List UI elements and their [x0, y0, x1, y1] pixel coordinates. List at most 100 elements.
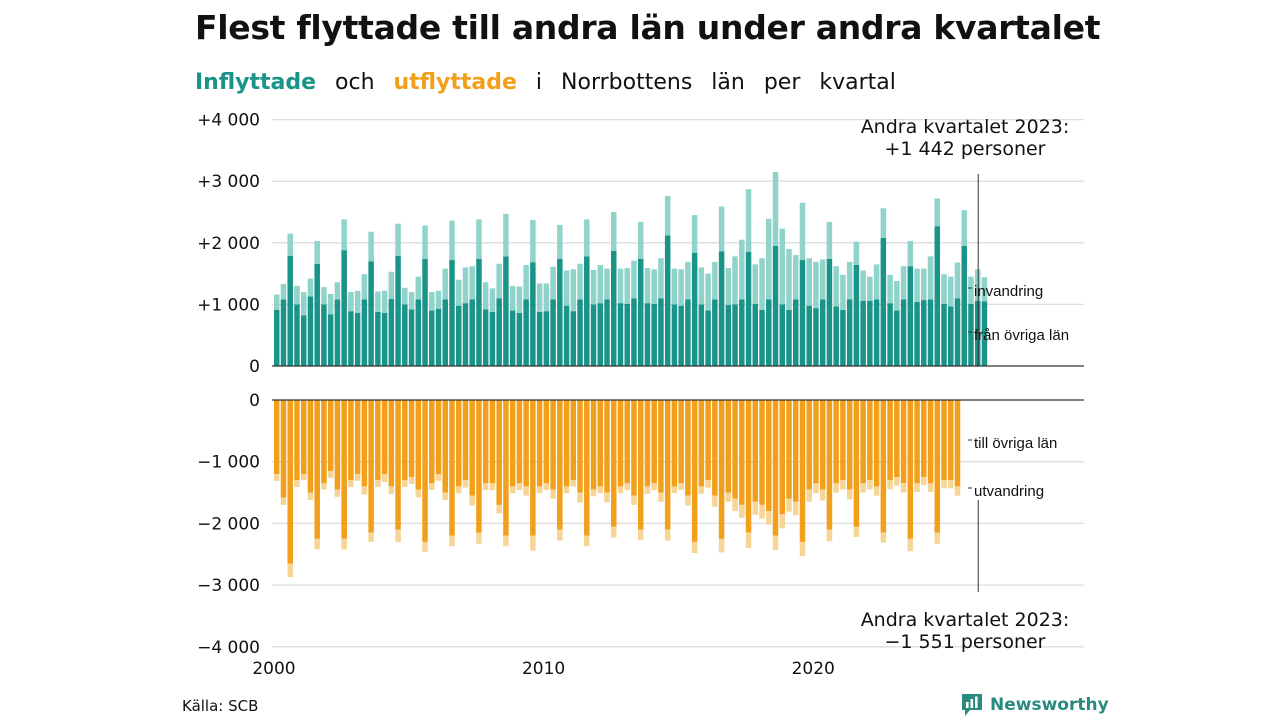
bar-inflow-immigration — [685, 261, 691, 300]
outflow-y-tick-label: −3 000 — [197, 576, 260, 596]
bar-outflow-domestic — [725, 400, 732, 493]
bar-inflow-immigration — [873, 264, 880, 300]
bar-outflow-domestic — [577, 400, 583, 493]
bar-outflow-domestic — [604, 400, 610, 493]
bar-outflow-domestic — [287, 400, 293, 564]
bar-inflow-immigration — [806, 258, 812, 306]
bar-inflow-immigration — [772, 171, 779, 246]
bar-outflow-domestic — [408, 400, 415, 478]
bar-outflow-emigration — [941, 480, 947, 489]
bar-inflow-domestic — [300, 315, 307, 366]
bar-inflow-immigration — [840, 274, 846, 310]
bar-outflow-emigration — [570, 480, 577, 487]
bar-outflow-emigration — [449, 535, 455, 547]
bar-inflow-domestic — [968, 303, 974, 366]
bar-inflow-domestic — [368, 261, 374, 366]
bar-inflow-immigration — [678, 269, 684, 306]
bar-inflow-domestic — [435, 308, 442, 366]
bar-inflow-immigration — [712, 261, 718, 300]
bar-inflow-domestic — [799, 260, 806, 366]
outflow-y-tick-label: −2 000 — [197, 514, 260, 534]
bar-outflow-emigration — [543, 483, 550, 491]
subtitle-and-word: och — [335, 70, 375, 95]
bar-inflow-domestic — [766, 299, 772, 366]
bar-outflow-domestic — [759, 400, 765, 505]
bar-inflow-immigration — [388, 271, 395, 299]
bar-inflow-domestic — [354, 313, 361, 366]
bar-outflow-emigration — [786, 498, 792, 512]
newsworthy-logo-icon — [962, 694, 982, 716]
bar-outflow-emigration — [900, 483, 907, 493]
bar-outflow-domestic — [752, 400, 759, 502]
bar-outflow-emigration — [651, 483, 657, 491]
bar-inflow-immigration — [624, 268, 630, 304]
bar-outflow-domestic — [509, 400, 516, 487]
bar-outflow-emigration — [287, 563, 293, 578]
bar-outflow-domestic — [354, 400, 361, 475]
bar-inflow-domestic — [476, 258, 482, 366]
bar-inflow-domestic — [536, 311, 543, 366]
bar-outflow-emigration — [530, 535, 536, 551]
bar-inflow-domestic — [678, 305, 684, 366]
bar-outflow-emigration — [496, 504, 502, 514]
bar-inflow-immigration — [368, 231, 374, 262]
bar-inflow-immigration — [395, 223, 401, 256]
bar-outflow-emigration — [813, 483, 819, 494]
bar-inflow-immigration — [375, 291, 381, 312]
bar-outflow-emigration — [745, 532, 752, 549]
bar-inflow-immigration — [981, 277, 988, 302]
bar-inflow-immigration — [334, 282, 341, 300]
bar-inflow-domestic — [624, 303, 630, 366]
bar-inflow-immigration — [482, 282, 489, 310]
newsworthy-logo[interactable]: Newsworthy — [960, 692, 1109, 718]
source-note: Källa: SCB — [182, 697, 259, 715]
bar-outflow-domestic — [611, 400, 617, 527]
bar-inflow-domestic — [274, 309, 280, 366]
bar-outflow-domestic — [846, 400, 853, 490]
bar-outflow-domestic — [327, 400, 334, 471]
chart-labels: Andra kvartalet 2023: +1 442 personer An… — [861, 116, 1070, 653]
bar-outflow-emigration — [712, 495, 718, 507]
bar-inflow-immigration — [799, 202, 806, 261]
bar-inflow-immigration — [361, 274, 368, 300]
bar-outflow-emigration — [381, 474, 388, 483]
bar-outflow-emigration — [516, 483, 523, 491]
bar-outflow-domestic — [469, 400, 475, 496]
bar-outflow-emigration — [887, 480, 893, 490]
bar-inflow-domestic — [900, 299, 907, 366]
bar-outflow-domestic — [415, 400, 422, 490]
bar-inflow-immigration — [894, 280, 900, 311]
bar-inflow-domestic — [294, 304, 300, 366]
bar-inflow-domestic — [503, 256, 509, 366]
bar-inflow-immigration — [381, 290, 388, 314]
bar-inflow-domestic — [941, 303, 947, 366]
bar-outflow-domestic — [381, 400, 388, 475]
bar-outflow-emigration — [489, 483, 496, 491]
bar-inflow-domestic — [867, 300, 873, 366]
bar-outflow-emigration — [536, 486, 543, 494]
inflow-y-tick-label: +4 000 — [197, 111, 260, 131]
bar-inflow-immigration — [887, 274, 893, 304]
bar-inflow-immigration — [961, 210, 967, 246]
bar-outflow-domestic — [799, 400, 806, 542]
bar-outflow-domestic — [894, 400, 900, 478]
x-tick-label: 2000 — [252, 659, 295, 679]
bar-outflow-emigration — [402, 480, 408, 487]
bar-inflow-domestic — [611, 250, 617, 366]
bar-outflow-emigration — [307, 492, 314, 500]
bar-inflow-immigration — [880, 208, 887, 238]
bar-outflow-domestic — [482, 400, 489, 484]
label-utvandring: utvandring — [974, 483, 1044, 500]
bar-outflow-domestic — [718, 400, 725, 539]
bar-inflow-domestic — [954, 298, 961, 366]
bar-outflow-emigration — [597, 486, 604, 494]
bar-outflow-emigration — [476, 532, 482, 544]
bar-outflow-emigration — [840, 480, 846, 490]
bar-outflow-emigration — [644, 486, 651, 494]
bar-inflow-domestic — [604, 299, 610, 366]
bar-outflow-domestic — [772, 400, 779, 536]
bar-inflow-immigration — [725, 268, 732, 306]
bar-inflow-immigration — [631, 260, 637, 299]
bar-outflow-emigration — [314, 538, 320, 550]
bar-inflow-immigration — [948, 276, 954, 307]
